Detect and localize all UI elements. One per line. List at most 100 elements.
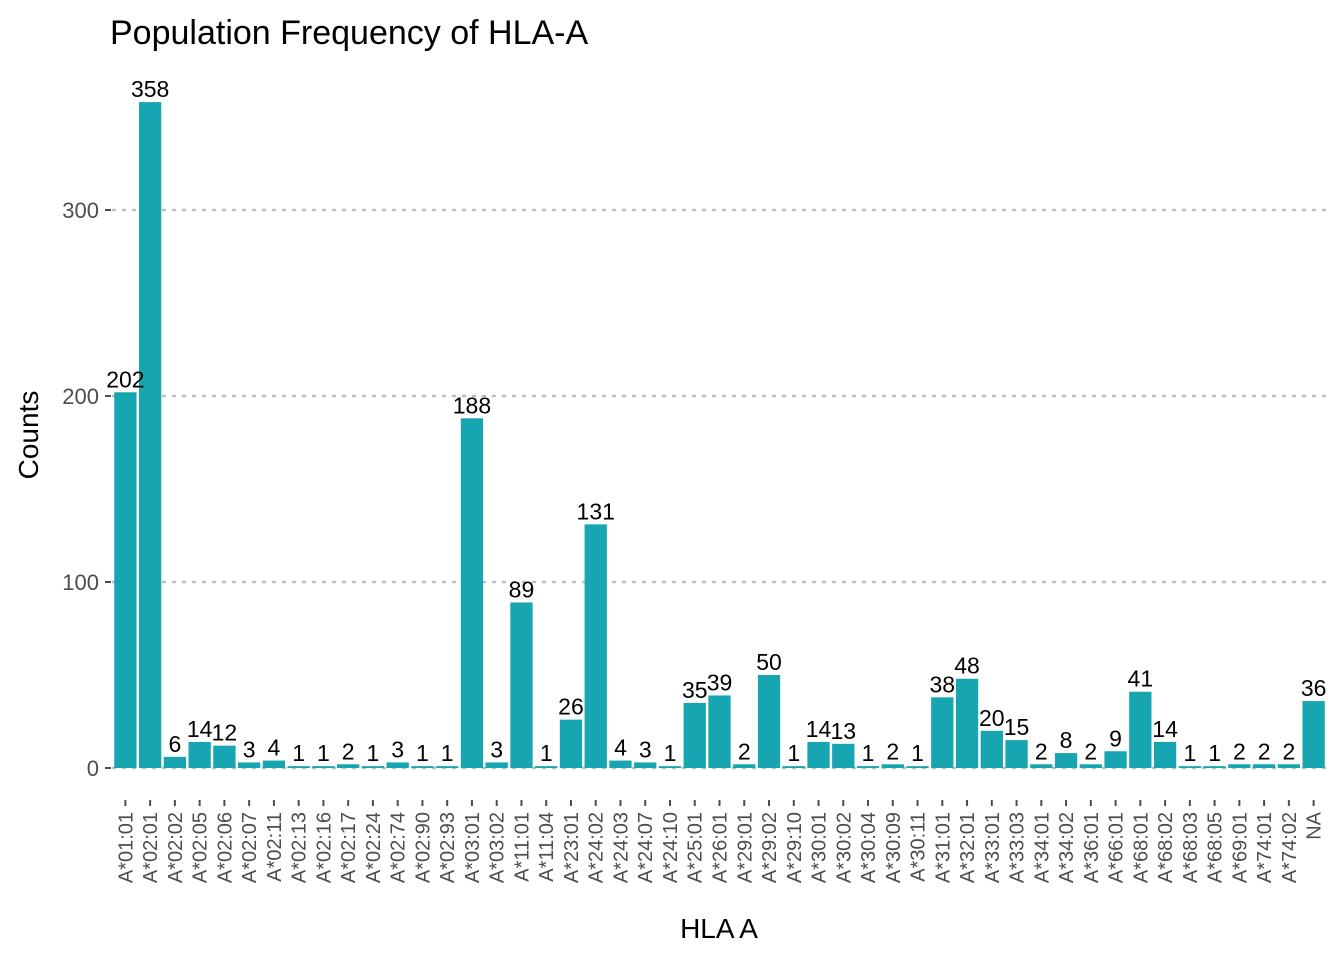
- data-label: 1: [416, 740, 429, 766]
- bar: [386, 762, 409, 768]
- data-label: 1: [787, 740, 800, 766]
- bar: [881, 764, 904, 768]
- y-tick-label: 200: [62, 384, 99, 409]
- bar: [584, 524, 607, 768]
- x-tick-label: A*33:01: [982, 812, 1004, 883]
- bar: [832, 743, 855, 768]
- x-tick-label: A*68:03: [1180, 812, 1202, 883]
- bar: [411, 766, 434, 768]
- x-tick-label: A*34:02: [1056, 812, 1078, 883]
- data-label: 48: [954, 653, 980, 679]
- bar: [1005, 740, 1028, 768]
- data-label: 131: [577, 498, 615, 524]
- data-label: 50: [756, 649, 782, 675]
- data-label: 26: [558, 694, 584, 720]
- data-label: 1: [317, 740, 330, 766]
- bar: [1302, 701, 1325, 768]
- bar: [163, 756, 187, 768]
- data-label: 2: [1035, 738, 1048, 764]
- x-tick-label: A*03:02: [487, 812, 509, 883]
- bar: [460, 418, 484, 768]
- bar: [138, 102, 162, 769]
- x-tick-label: A*24:03: [610, 812, 632, 883]
- data-label: 2: [1258, 738, 1271, 764]
- bar: [980, 730, 1003, 768]
- data-label: 1: [862, 740, 875, 766]
- x-tick-label: A*02:16: [313, 812, 335, 883]
- x-tick-label: A*02:11: [264, 812, 286, 882]
- bar: [188, 741, 211, 768]
- data-label: 4: [614, 735, 627, 761]
- data-label: 1: [664, 740, 677, 766]
- data-label: 3: [490, 736, 503, 762]
- x-tick-label: A*74:02: [1279, 812, 1301, 883]
- x-tick-label: A*02:90: [412, 812, 434, 883]
- data-label: 1: [292, 740, 305, 766]
- bar: [1054, 753, 1078, 768]
- data-label: 9: [1109, 725, 1122, 751]
- bar: [1079, 764, 1102, 768]
- x-tick-label: A*02:74: [388, 812, 410, 883]
- data-label: 1: [1208, 740, 1221, 766]
- bar: [559, 719, 583, 768]
- data-label: 1: [1183, 740, 1196, 766]
- data-label: 14: [806, 716, 832, 742]
- data-label: 20: [979, 705, 1005, 731]
- x-tick-label: A*32:01: [957, 812, 979, 883]
- bar: [807, 741, 830, 768]
- x-tick-label: A*24:02: [586, 812, 608, 883]
- data-label: 14: [1152, 716, 1178, 742]
- data-label: 15: [1004, 714, 1030, 740]
- data-label: 14: [187, 716, 213, 742]
- x-tick-label: A*02:24: [363, 812, 385, 883]
- data-label: 12: [212, 720, 238, 746]
- x-tick-label: NA: [1304, 811, 1326, 839]
- y-tick-label: 100: [62, 570, 99, 595]
- bar: [1277, 764, 1301, 768]
- x-tick-label: A*02:93: [437, 812, 459, 883]
- x-tick-label: A*66:01: [1106, 812, 1128, 883]
- data-label: 2: [1084, 738, 1097, 764]
- x-tick-label: A*29:01: [734, 812, 756, 883]
- x-tick-label: A*02:13: [289, 812, 311, 883]
- bar: [1178, 766, 1201, 768]
- bar: [287, 766, 310, 768]
- bar: [708, 695, 731, 768]
- x-tick-label: A*74:01: [1254, 812, 1276, 883]
- bar: [1228, 764, 1251, 768]
- x-tick-label: A*68:01: [1130, 812, 1152, 883]
- bar: [1153, 741, 1177, 768]
- x-tick-label: A*30:09: [883, 812, 905, 883]
- x-tick-label: A*01:01: [115, 812, 137, 883]
- data-label: 1: [540, 740, 553, 766]
- bar: [782, 766, 805, 768]
- data-label: 3: [243, 736, 256, 762]
- x-tick-label: A*30:02: [833, 812, 855, 883]
- bar: [658, 766, 682, 768]
- chart-title: Population Frequency of HLA-A: [110, 14, 588, 52]
- bar: [361, 766, 385, 768]
- x-axis: A*01:01 A*02:01 A*02:02 A*02:05 A*02:06 A*02:…: [115, 800, 1326, 883]
- bar: [634, 762, 657, 768]
- bar: [733, 764, 756, 768]
- data-label: 2: [738, 738, 751, 764]
- data-label: 4: [268, 735, 281, 761]
- data-label: 89: [509, 576, 535, 602]
- x-axis-title: HLA A: [680, 913, 758, 944]
- x-tick-label: A*02:02: [165, 812, 187, 883]
- data-label: 13: [830, 718, 856, 744]
- data-label: 2: [886, 738, 899, 764]
- x-tick-label: A*24:07: [635, 812, 657, 883]
- data-label: 1: [367, 740, 380, 766]
- x-tick-label: A*26:01: [710, 812, 732, 883]
- bar: [955, 678, 979, 768]
- x-tick-label: A*34:01: [1031, 812, 1053, 883]
- data-label: 3: [639, 736, 652, 762]
- data-label: 202: [106, 366, 144, 392]
- bar: [1129, 691, 1152, 768]
- x-tick-label: A*31:01: [932, 812, 954, 883]
- bar: [262, 760, 286, 768]
- x-tick-label: A*02:05: [190, 812, 212, 883]
